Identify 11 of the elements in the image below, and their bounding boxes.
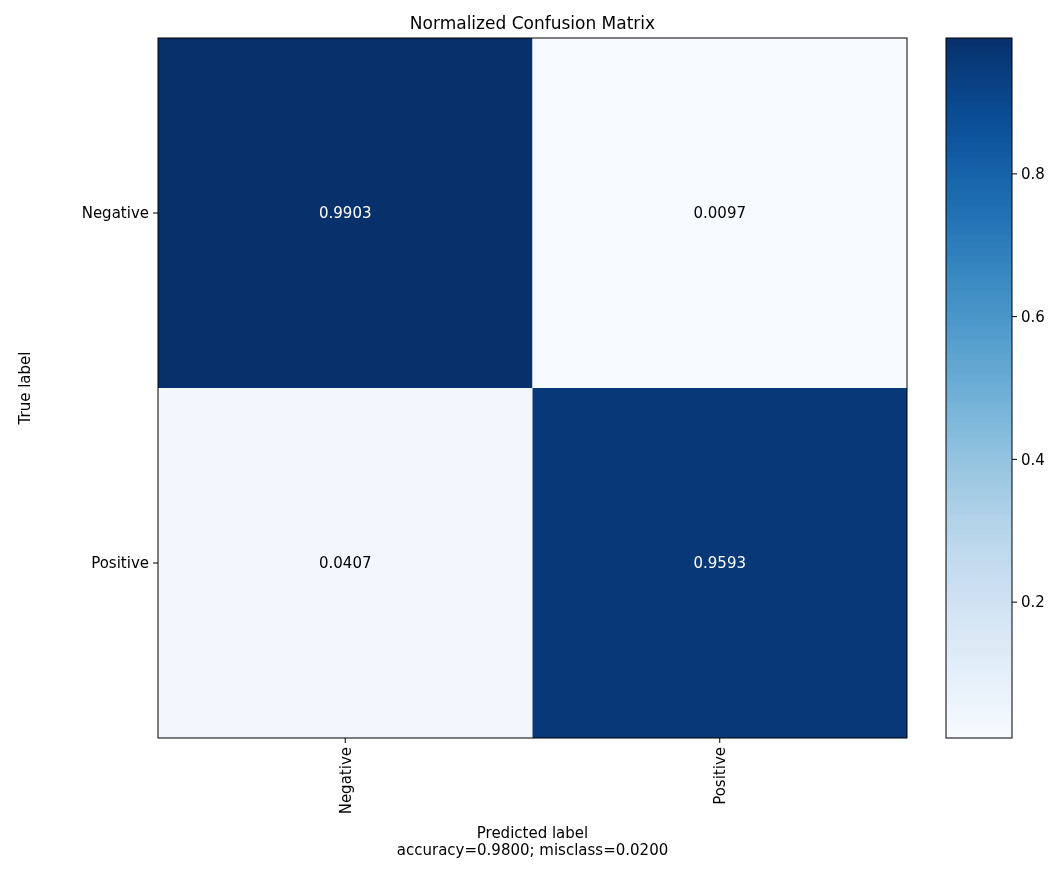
- color-bar-label: 0.2: [1021, 593, 1045, 612]
- y-axis-title: True label: [16, 351, 34, 426]
- x-axis-title: Predicted label accuracy=0.9800; misclass=0.0200: [396, 824, 669, 859]
- data-label: 0.9593: [693, 554, 746, 573]
- color-bar-label: 0.8: [1021, 165, 1045, 184]
- data-label: 0.0097: [693, 204, 746, 223]
- data-label: 0.0407: [319, 554, 372, 573]
- color-bar-label: 0.6: [1021, 307, 1045, 326]
- color-bar-label: 0.4: [1021, 450, 1045, 469]
- data-label: 0.9903: [319, 204, 372, 223]
- chart-title: Normalized Confusion Matrix: [409, 13, 656, 33]
